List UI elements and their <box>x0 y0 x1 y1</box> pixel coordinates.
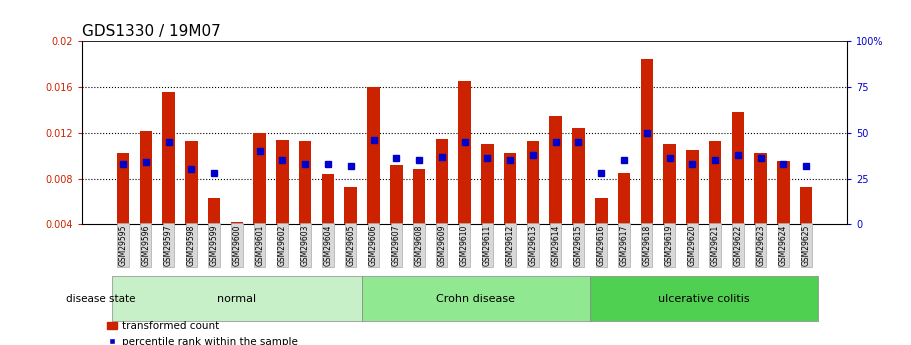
Bar <box>663 144 676 224</box>
Legend: transformed count, percentile rank within the sample: transformed count, percentile rank withi… <box>103 317 302 345</box>
Text: GSM29609: GSM29609 <box>437 224 446 266</box>
Text: GSM29595: GSM29595 <box>118 224 128 266</box>
Bar <box>777 161 790 224</box>
Bar <box>527 141 539 224</box>
Bar <box>230 222 243 224</box>
Bar <box>572 128 585 224</box>
Text: GSM29616: GSM29616 <box>597 224 606 266</box>
Bar <box>162 92 175 224</box>
Text: GSM29617: GSM29617 <box>619 224 629 266</box>
Text: GDS1330 / 19M07: GDS1330 / 19M07 <box>82 24 220 39</box>
Bar <box>390 165 403 224</box>
Bar <box>253 133 266 224</box>
Text: GSM29625: GSM29625 <box>802 224 811 266</box>
Bar <box>481 144 494 224</box>
Bar <box>112 276 363 322</box>
Text: GSM29624: GSM29624 <box>779 224 788 266</box>
Text: GSM29604: GSM29604 <box>323 224 333 266</box>
Text: GSM29611: GSM29611 <box>483 224 492 266</box>
Bar <box>139 130 152 224</box>
Bar <box>800 187 813 224</box>
Bar <box>299 141 312 224</box>
Bar <box>732 112 744 224</box>
Text: GSM29608: GSM29608 <box>415 224 424 266</box>
Text: GSM29603: GSM29603 <box>301 224 310 266</box>
Bar <box>754 154 767 224</box>
Text: GSM29602: GSM29602 <box>278 224 287 266</box>
Text: GSM29599: GSM29599 <box>210 224 219 266</box>
Text: GSM29621: GSM29621 <box>711 224 720 266</box>
Bar <box>322 174 334 224</box>
Bar <box>363 276 589 322</box>
Bar <box>367 87 380 224</box>
Bar <box>549 116 562 224</box>
Bar <box>504 154 517 224</box>
Text: GSM29596: GSM29596 <box>141 224 150 266</box>
Text: GSM29613: GSM29613 <box>528 224 537 266</box>
Text: GSM29614: GSM29614 <box>551 224 560 266</box>
Bar <box>618 173 630 224</box>
Bar <box>458 81 471 224</box>
Text: GSM29619: GSM29619 <box>665 224 674 266</box>
Bar <box>709 141 722 224</box>
Text: normal: normal <box>218 294 257 304</box>
Text: GSM29612: GSM29612 <box>506 224 515 266</box>
Text: GSM29605: GSM29605 <box>346 224 355 266</box>
Bar <box>185 141 198 224</box>
Text: GSM29598: GSM29598 <box>187 224 196 266</box>
Bar <box>276 140 289 224</box>
Text: GSM29607: GSM29607 <box>392 224 401 266</box>
Text: Crohn disease: Crohn disease <box>436 294 516 304</box>
Text: GSM29610: GSM29610 <box>460 224 469 266</box>
Text: GSM29597: GSM29597 <box>164 224 173 266</box>
Bar <box>595 198 608 224</box>
Bar <box>686 150 699 224</box>
Text: disease state: disease state <box>67 294 136 304</box>
Text: GSM29601: GSM29601 <box>255 224 264 266</box>
Text: GSM29618: GSM29618 <box>642 224 651 266</box>
Bar <box>117 154 129 224</box>
Bar <box>640 59 653 224</box>
Text: GSM29606: GSM29606 <box>369 224 378 266</box>
Bar <box>435 139 448 224</box>
Bar <box>413 169 425 224</box>
Bar <box>589 276 817 322</box>
Text: GSM29623: GSM29623 <box>756 224 765 266</box>
Bar <box>344 187 357 224</box>
Text: GSM29600: GSM29600 <box>232 224 241 266</box>
Text: GSM29622: GSM29622 <box>733 224 742 266</box>
Bar <box>208 198 220 224</box>
Text: ulcerative colitis: ulcerative colitis <box>658 294 750 304</box>
Text: GSM29620: GSM29620 <box>688 224 697 266</box>
Text: GSM29615: GSM29615 <box>574 224 583 266</box>
